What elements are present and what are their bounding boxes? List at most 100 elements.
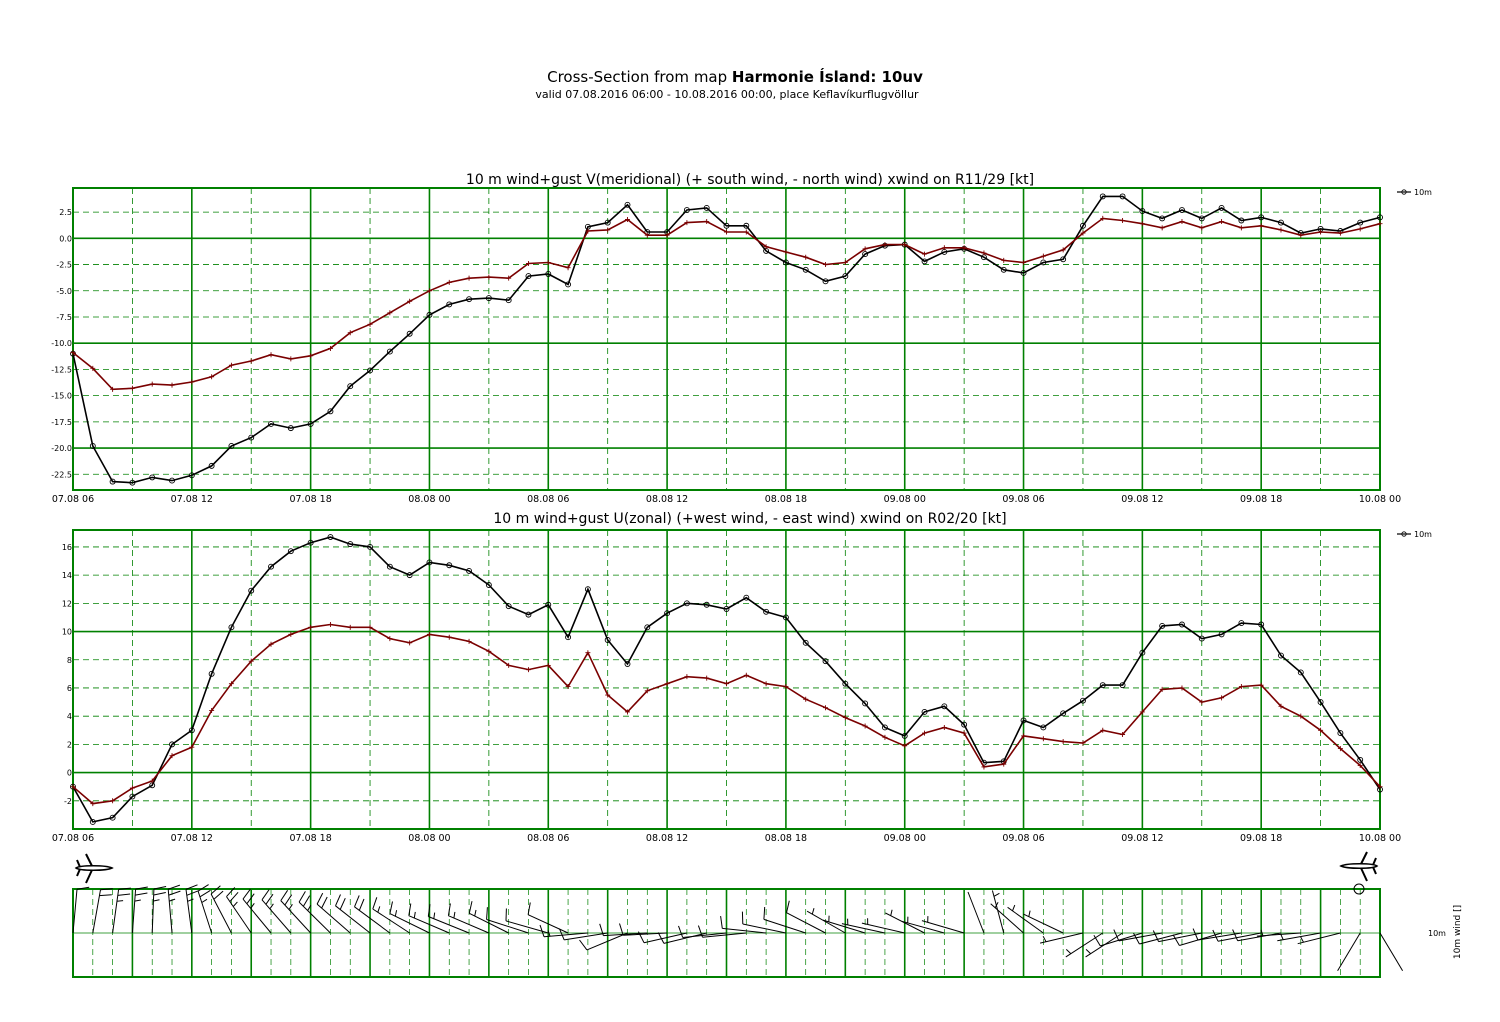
barb-staff (355, 907, 390, 933)
barb-row-label: 10m (1428, 929, 1446, 938)
barb-feather (373, 897, 377, 909)
barb-staff (299, 902, 330, 933)
barb-staff (428, 917, 469, 934)
barb-feather (243, 889, 250, 899)
barb-half-feather (1066, 949, 1071, 953)
barb-staff (722, 928, 766, 933)
u-data-point (407, 640, 412, 645)
u-xtick-label: 08.08 00 (408, 833, 450, 844)
wind-barb (168, 885, 180, 933)
v-data-point (467, 276, 472, 281)
wind-barb (448, 904, 488, 934)
barb-half-feather (270, 904, 274, 909)
wind-barb (390, 902, 430, 934)
barb-feather (1173, 935, 1179, 946)
barb-half-feather (117, 901, 123, 902)
u-data-point (665, 681, 670, 686)
v-ytick-label: -20.0 (51, 444, 72, 453)
wind-barb (73, 887, 89, 933)
v-data-point (130, 386, 135, 391)
barb-half-feather (1013, 905, 1015, 911)
barb-feather (487, 907, 488, 919)
u-data-point (467, 639, 472, 644)
barb-feather (322, 897, 328, 908)
barb-feather (281, 890, 288, 900)
u-data-point (348, 625, 353, 630)
barb-half-feather (475, 910, 476, 916)
v-xtick-label: 07.08 12 (171, 494, 213, 505)
barb-feather (200, 890, 211, 897)
u-ytick-label: 4 (67, 712, 72, 721)
v-xtick-label: 08.08 12 (646, 494, 688, 505)
barb-staff (823, 920, 865, 933)
barb-staff (1298, 933, 1341, 944)
wind-barb (487, 907, 529, 933)
wind-barb (968, 892, 984, 933)
v-xtick-label: 10.08 00 (1359, 494, 1401, 505)
u-data-point (447, 635, 452, 640)
wind-barb (198, 885, 212, 933)
panel-u-title: 10 m wind+gust U(zonal) (+west wind, - e… (493, 511, 1006, 527)
wind-barb (1040, 933, 1083, 943)
wind-barbs (73, 885, 1403, 971)
barb-feather (336, 895, 341, 906)
v-ytick-label: -10.0 (51, 339, 72, 348)
barb-half-feather (154, 900, 160, 901)
panel-v-meridional: 2.50.0-2.5-5.0-7.5-10.0-12.5-15.0-17.5-2… (51, 188, 1432, 505)
u-xtick-label: 08.08 06 (527, 833, 569, 844)
barb-half-feather (233, 902, 237, 907)
wind-barb (922, 916, 964, 933)
barb-staff (1066, 933, 1103, 957)
wind-barb (842, 919, 885, 933)
barb-staff (992, 891, 1003, 934)
barb-feather (169, 891, 181, 895)
barb-feather (764, 907, 765, 919)
u-xtick-label: 08.08 18 (765, 833, 807, 844)
v-data-point (249, 359, 254, 364)
v-xtick-label: 07.08 18 (289, 494, 331, 505)
barb-feather (198, 885, 209, 892)
barb-feather (1114, 930, 1119, 941)
wind-barb (373, 897, 410, 933)
wind-barb (132, 887, 147, 933)
barb-feather (679, 926, 683, 938)
barb-staff (807, 911, 845, 933)
v-ytick-label: -2.5 (56, 261, 72, 270)
v-legend-label: 10m (1414, 188, 1432, 197)
u-data-point (328, 622, 333, 627)
v-data-point (189, 379, 194, 384)
barb-feather (1233, 930, 1238, 941)
u-ytick-label: 2 (67, 740, 72, 749)
barb-feather (266, 894, 273, 904)
v-data-point (150, 382, 155, 387)
figure-subtitle: valid 07.08.2016 06:00 - 10.08.2016 00:0… (535, 88, 919, 101)
barb-feather (469, 901, 472, 913)
barb-feather (359, 899, 364, 910)
barb-staff (1238, 933, 1281, 941)
v-xtick-label: 07.08 06 (52, 494, 94, 505)
wind-barb (600, 924, 648, 936)
barb-feather (721, 916, 723, 928)
v-data-point (1378, 221, 1383, 226)
wind-barb (1338, 933, 1361, 971)
v-data-point (1259, 223, 1264, 228)
barb-feather (580, 940, 587, 950)
barb-staff (764, 919, 806, 933)
panel-v-title: 10 m wind+gust V(meridional) (+ south wi… (466, 172, 1034, 188)
u-data-point (684, 674, 689, 679)
wind-barb (992, 891, 1003, 934)
barb-staff (281, 901, 311, 933)
barb-staff (317, 904, 350, 933)
v-data-point (803, 255, 808, 260)
airplane-right-icon (1341, 852, 1377, 881)
v-data-point (1219, 219, 1224, 224)
wind-barb (336, 895, 371, 934)
u-ytick-label: 14 (62, 571, 72, 580)
v-data-point (823, 262, 828, 267)
u-legend-label: 10m (1414, 530, 1432, 539)
v-data-point (288, 356, 293, 361)
u-ytick-label: 10 (62, 628, 72, 637)
u-xtick-label: 08.08 12 (646, 833, 688, 844)
barb-feather (355, 895, 360, 906)
barb-feather (620, 924, 624, 936)
